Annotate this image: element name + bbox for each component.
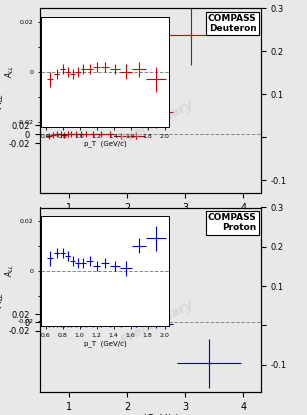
Y-axis label: $A_{LL}$: $A_{LL}$ [0,93,6,109]
X-axis label: p_-  (GeV/c): p_- (GeV/c) [122,413,179,415]
Y-axis label: $A_{LL}$: $A_{LL}$ [4,65,16,78]
Text: COMPASS
Deuteron: COMPASS Deuteron [208,14,257,33]
Text: COMPASS
Proton: COMPASS Proton [208,213,257,232]
Y-axis label: $A_{LL}$: $A_{LL}$ [0,292,6,308]
Text: Preliminary: Preliminary [119,297,196,347]
X-axis label: p_T  (GeV/c): p_T (GeV/c) [84,340,126,347]
X-axis label: p_T  (GeV/c): p_T (GeV/c) [84,141,126,147]
Y-axis label: $A_{LL}$: $A_{LL}$ [4,264,16,277]
Text: Preliminary: Preliminary [119,98,196,147]
